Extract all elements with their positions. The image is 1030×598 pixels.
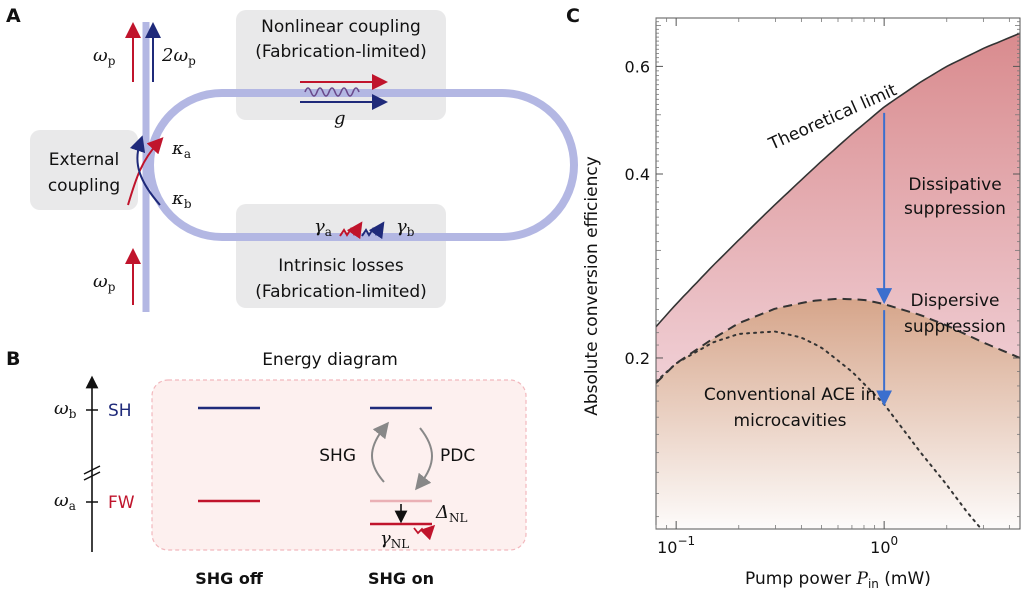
y-tick-label: 0.2 bbox=[625, 349, 650, 368]
dissipative-bound-curve bbox=[656, 297, 1020, 384]
external-coupling-line1: External bbox=[49, 150, 120, 170]
shg-off-label: SHG off bbox=[195, 569, 264, 588]
omega-a-label: ωa bbox=[54, 490, 76, 513]
delta-nl-label: ΔNL bbox=[435, 502, 468, 525]
omega-p-top: ωp bbox=[93, 45, 116, 68]
conventional-label-line2: microcavities bbox=[734, 411, 847, 431]
shg-arrow bbox=[371, 421, 389, 483]
gamma-b-label: γb bbox=[396, 216, 415, 239]
external-coupling-box bbox=[30, 130, 138, 210]
shg-process-label: SHG bbox=[319, 446, 356, 466]
intrinsic-losses-title: Intrinsic losses bbox=[278, 256, 404, 276]
conventional-label-line1: Conventional ACE in bbox=[704, 385, 876, 405]
gamma-b-wiggle bbox=[361, 221, 385, 240]
dissipative-label-line2: suppression bbox=[904, 199, 1006, 219]
intrinsic-losses-box bbox=[236, 204, 446, 308]
panel-c-letter: C bbox=[566, 5, 580, 27]
x-axis-label: Pump power Pin (mW) bbox=[745, 569, 931, 591]
axis-ticks: 0.2 0.4 0.6 10−1 100 bbox=[625, 18, 1020, 557]
kappa-a-arrow bbox=[127, 137, 164, 206]
dispersive-label-line2: suppression bbox=[904, 317, 1006, 337]
pdc-arrow bbox=[415, 427, 433, 491]
kappa-b-arrow bbox=[129, 135, 161, 206]
nonlinear-coupling-sub: (Fabrication-limited) bbox=[255, 42, 427, 62]
shg-on-label: SHG on bbox=[368, 569, 434, 588]
conventional-region-fill bbox=[656, 298, 1020, 529]
external-coupling-line2: coupling bbox=[48, 176, 120, 196]
omega-p-bottom: ωp bbox=[93, 271, 116, 294]
dispersive-label-line1: Dispersive bbox=[910, 291, 999, 311]
energy-diagram-title: Energy diagram bbox=[262, 350, 398, 370]
two-omega-p: 2ωp bbox=[161, 45, 196, 68]
fw-label: FW bbox=[108, 493, 135, 513]
energy-diagram-box bbox=[151, 379, 527, 551]
x-tick-label: 10−1 bbox=[657, 534, 695, 557]
omega-b-label: ωb bbox=[54, 398, 77, 421]
panel-b-letter: B bbox=[6, 348, 20, 370]
theoretical-limit-curve bbox=[656, 32, 1020, 328]
sh-label: SH bbox=[108, 401, 132, 421]
x-tick-label: 100 bbox=[870, 534, 898, 557]
panel-a-letter: A bbox=[6, 5, 21, 27]
g-label: g bbox=[334, 108, 346, 129]
gamma-nl-label: γNL bbox=[380, 528, 409, 551]
nonlinear-coupling-title: Nonlinear coupling bbox=[261, 17, 421, 37]
kappa-b-label: κb bbox=[171, 188, 192, 211]
axis-break-2 bbox=[83, 471, 101, 481]
coupling-wave bbox=[304, 87, 360, 97]
panel-a: A ωp 2ωp κa κb External coupling Nonline… bbox=[6, 5, 578, 312]
y-tick-label: 0.4 bbox=[625, 165, 650, 184]
theoretical-region-fill bbox=[656, 33, 1020, 383]
gamma-a-label: γa bbox=[314, 216, 332, 239]
axis-break-1 bbox=[83, 465, 101, 475]
gamma-nl-wiggle bbox=[413, 524, 436, 541]
gamma-a-wiggle bbox=[339, 221, 363, 240]
intrinsic-losses-sub: (Fabrication-limited) bbox=[255, 282, 427, 302]
y-tick-label: 0.6 bbox=[625, 57, 650, 76]
dissipative-label-line1: Dissipative bbox=[908, 175, 1001, 195]
panel-c: C 0.20.40.610−1 100 Theoretical limit Dis… bbox=[566, 5, 1021, 591]
pdc-process-label: PDC bbox=[440, 446, 475, 466]
kappa-a-label: κa bbox=[171, 138, 191, 161]
y-axis-label: Absolute conversion efficiency bbox=[582, 156, 602, 416]
panel-b: B Energy diagram ωb ωa SH FW ΔNL γNL SHG… bbox=[6, 348, 527, 588]
